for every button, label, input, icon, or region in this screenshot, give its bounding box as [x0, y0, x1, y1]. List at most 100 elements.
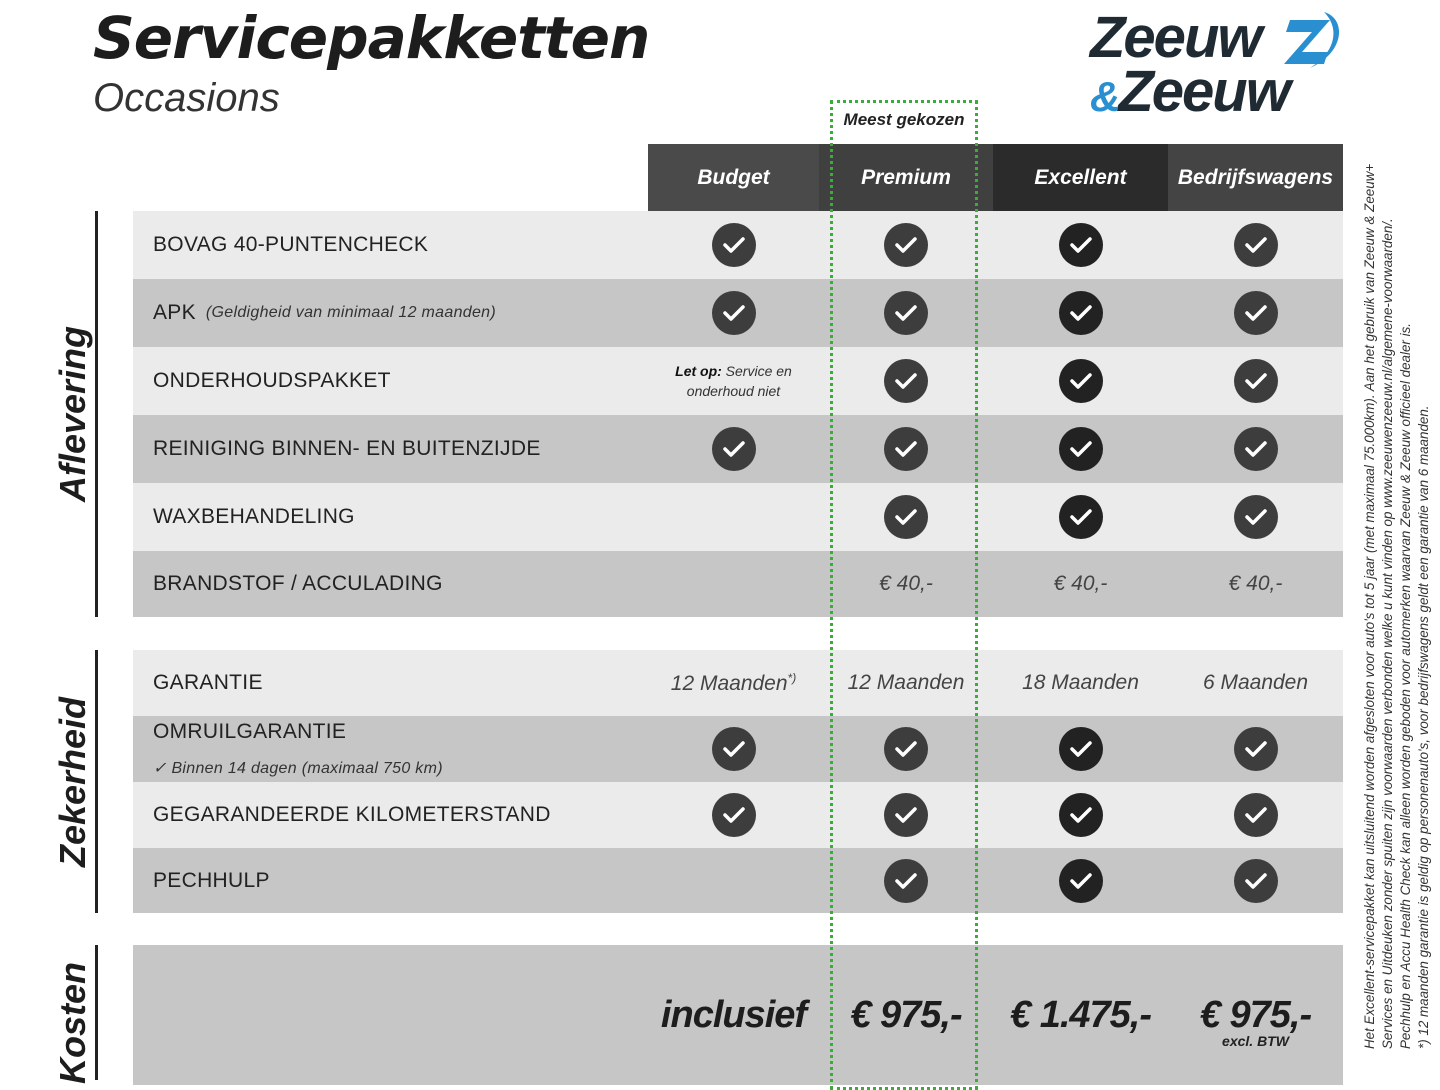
check-icon [1233, 359, 1278, 403]
cell-excellent [993, 782, 1168, 848]
cell-bedrijfswagens [1168, 483, 1343, 551]
row-label: ONDERHOUDSPAKKET [153, 347, 391, 415]
row-label: OMRUILGARANTIE ✓ Binnen 14 dagen (maximaa… [153, 716, 443, 782]
footnotes: Het Excellent-servicepakket kan uitsluit… [1361, 139, 1433, 1049]
table-row: inclusief € 975,- € 1.475,- € 975,- excl. BT… [133, 945, 1343, 1085]
column-header-premium: Premium [819, 144, 993, 211]
cell-excellent [993, 848, 1168, 913]
cell-excellent [993, 347, 1168, 415]
cell-bedrijfswagens: 6 Maanden [1168, 650, 1343, 716]
logo-line-1: Zeeuw [1090, 5, 1262, 70]
check-icon [884, 359, 928, 403]
check-icon [1058, 291, 1103, 335]
most-chosen-label: Meest gekozen [843, 110, 965, 129]
cell-bedrijfswagens: € 40,- [1168, 551, 1343, 617]
column-header-budget: Budget [648, 144, 819, 211]
cell-premium [819, 782, 993, 848]
cell-premium [819, 415, 993, 483]
check-icon [711, 427, 756, 471]
cell-excellent: 18 Maanden [993, 650, 1168, 716]
table-row: WAXBEHANDELING [133, 483, 1343, 551]
check-icon [884, 793, 928, 837]
cell-budget [648, 279, 819, 347]
cell-value: € 40,- [879, 572, 933, 595]
column-header-excellent: Excellent [993, 144, 1168, 211]
section-label-zekerheid: Zekerheid [52, 696, 94, 867]
row-label-text: APK [153, 301, 196, 324]
cell-bedrijfswagens [1168, 716, 1343, 782]
cell-excellent: € 40,- [993, 551, 1168, 617]
row-label: GARANTIE [153, 650, 263, 716]
table-row: GEGARANDEERDE KILOMETERSTAND [133, 782, 1343, 848]
table-row: GARANTIE 12 Maanden*) 12 Maanden 18 Maanden… [133, 650, 1343, 716]
cell-premium [819, 347, 993, 415]
check-icon [1233, 793, 1278, 837]
check-icon [711, 291, 756, 335]
cell-excellent [993, 483, 1168, 551]
cell-bedrijfswagens [1168, 782, 1343, 848]
cell-premium [819, 279, 993, 347]
check-icon [1233, 223, 1278, 267]
cell-note: Let op: Service en onderhoud niet [675, 363, 792, 399]
row-label: BRANDSTOF / ACCULADING [153, 551, 443, 617]
check-icon [1233, 427, 1278, 471]
cell-value: € 975,- [1199, 993, 1312, 1036]
footnote-line: *) 12 maanden garantie is geldig op pers… [1416, 405, 1431, 1049]
check-icon [711, 727, 756, 771]
cell-value: 6 Maanden [1202, 671, 1309, 694]
section-divider [95, 211, 98, 617]
check-icon [1233, 291, 1278, 335]
cell-excellent [993, 716, 1168, 782]
cell-premium: € 40,- [819, 551, 993, 617]
section-divider [95, 650, 98, 913]
cell-value: € 975,- [850, 993, 962, 1036]
cell-budget [648, 782, 819, 848]
check-icon [1058, 427, 1103, 471]
table-row: BRANDSTOF / ACCULADING € 40,- € 40,- € 40,- [133, 551, 1343, 617]
check-icon [1233, 727, 1278, 771]
row-label-text: GEGARANDEERDE KILOMETERSTAND [153, 803, 551, 826]
cell-budget [648, 551, 819, 617]
check-icon [884, 223, 928, 267]
check-icon [884, 291, 928, 335]
cell-premium [819, 211, 993, 279]
row-sublabel: ✓ Binnen 14 dagen (maximaal 750 km) [153, 760, 443, 777]
cell-budget [648, 211, 819, 279]
table-row: BOVAG 40-PUNTENCHECK [133, 211, 1343, 279]
cell-budget [648, 483, 819, 551]
row-label-text: WAXBEHANDELING [153, 505, 355, 528]
cell-value: 12 Maanden*) [670, 670, 797, 695]
cell-budget: Let op: Service en onderhoud niet [648, 347, 819, 415]
cell-value: 18 Maanden [1022, 671, 1139, 694]
row-label-text: ONDERHOUDSPAKKET [153, 369, 391, 392]
cell-excellent [993, 415, 1168, 483]
row-label: WAXBEHANDELING [153, 483, 355, 551]
cell-bedrijfswagens [1168, 279, 1343, 347]
cell-bedrijfswagens [1168, 848, 1343, 913]
page-subtitle: Occasions [93, 76, 280, 120]
section-label-aflevering: Aflevering [52, 325, 94, 503]
cell-premium [819, 716, 993, 782]
footnote-line: Services en Uitdeuken zonder spuiten zij… [1380, 218, 1395, 1049]
row-label-text: OMRUILGARANTIE [153, 720, 347, 743]
cell-budget [648, 415, 819, 483]
cell-budget [648, 848, 819, 913]
section-divider [95, 945, 98, 1080]
table-row: REINIGING BINNEN- EN BUITENZIJDE [133, 415, 1343, 483]
check-icon [1058, 858, 1103, 903]
check-icon [711, 223, 756, 267]
logo-z-swoosh-icon [1284, 12, 1340, 68]
check-icon [884, 727, 928, 771]
cell-value: inclusief [660, 993, 807, 1036]
cell-value: 12 Maanden [847, 671, 965, 694]
row-label-text: BRANDSTOF / ACCULADING [153, 572, 443, 595]
table-row: APK (Geldigheid van minimaal 12 maanden) [133, 279, 1343, 347]
section-label-kosten: Kosten [52, 961, 94, 1084]
row-label: PECHHULP [153, 848, 270, 913]
check-icon [1058, 727, 1103, 771]
check-icon [1058, 359, 1103, 403]
cell-budget: inclusief [648, 945, 819, 1085]
row-label: APK (Geldigheid van minimaal 12 maanden) [153, 279, 496, 347]
cell-budget [648, 716, 819, 782]
cell-budget: 12 Maanden*) [648, 650, 819, 716]
